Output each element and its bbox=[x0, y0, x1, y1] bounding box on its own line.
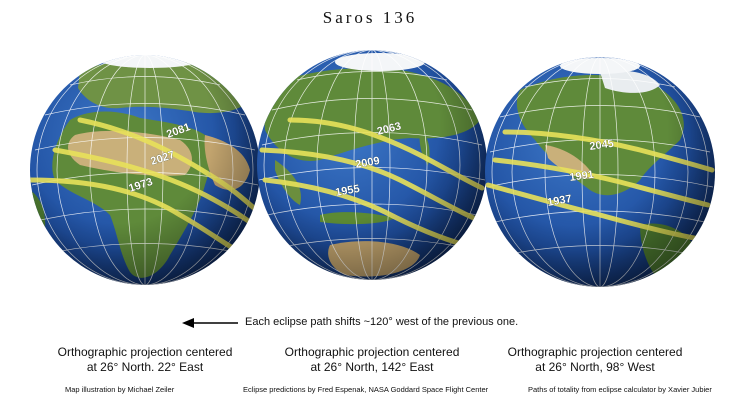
credit-predictions: Eclipse predictions by Fred Espenak, NAS… bbox=[243, 385, 489, 394]
path-label-1937: 1937 bbox=[546, 193, 572, 209]
globe-left: 2081 2027 1973 bbox=[30, 55, 260, 285]
left-arrow-icon bbox=[182, 318, 238, 328]
caption-middle-line2: at 26° North, 142° East bbox=[310, 360, 434, 374]
figure-title: Saros 136 bbox=[322, 8, 418, 27]
path-label-1991: 1991 bbox=[569, 169, 595, 184]
path-label-1955: 1955 bbox=[334, 183, 360, 199]
caption-right-line2: at 26° North, 98° West bbox=[535, 360, 655, 374]
caption-right: Orthographic projection centered at 26° … bbox=[500, 345, 690, 375]
credit-illustration: Map illustration by Michael Zeiler bbox=[65, 385, 175, 394]
caption-left-line1: Orthographic projection centered bbox=[57, 345, 233, 359]
path-label-2063: 2063 bbox=[376, 120, 403, 138]
shift-note: Each eclipse path shifts ~120° west of t… bbox=[245, 316, 519, 328]
credit-paths: Paths of totality from eclipse calculato… bbox=[528, 385, 712, 394]
caption-middle-line1: Orthographic projection centered bbox=[284, 345, 460, 359]
globe-middle: 2063 2009 1955 bbox=[257, 50, 487, 280]
globe-right: 2045 1991 1937 bbox=[485, 57, 715, 287]
caption-left: Orthographic projection centered at 26° … bbox=[50, 345, 240, 375]
globes-panel: 2081 2027 1973 bbox=[30, 50, 715, 287]
path-label-2045: 2045 bbox=[589, 138, 615, 153]
caption-left-line2: at 26° North. 22° East bbox=[86, 360, 204, 374]
path-label-2009: 2009 bbox=[354, 155, 380, 171]
caption-right-line1: Orthographic projection centered bbox=[507, 345, 683, 359]
caption-middle: Orthographic projection centered at 26° … bbox=[277, 345, 467, 375]
